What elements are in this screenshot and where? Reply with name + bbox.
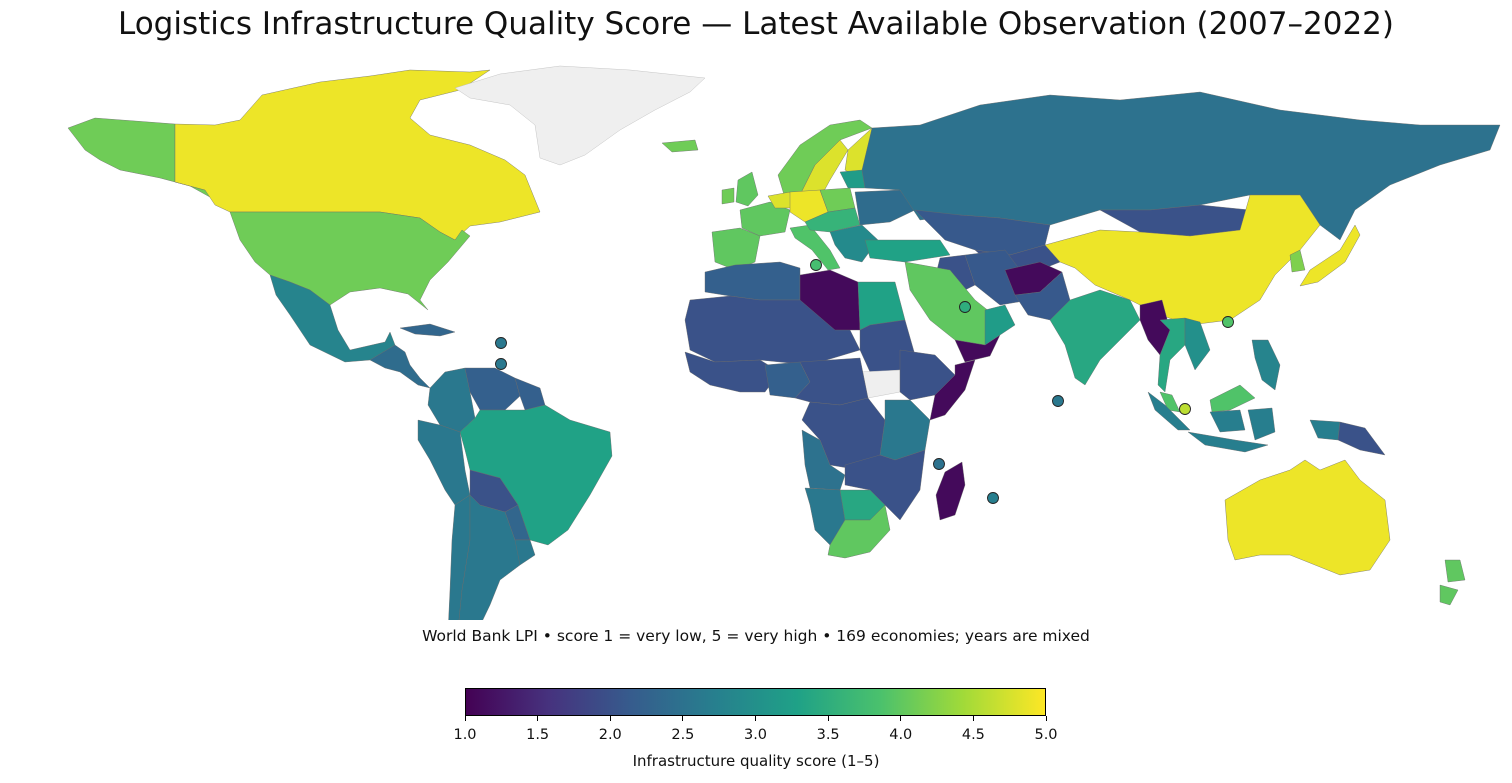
region xyxy=(839,169,866,189)
region xyxy=(801,429,846,491)
map-regions xyxy=(67,65,1501,620)
colorbar-tick xyxy=(972,716,974,721)
small-state-markers xyxy=(495,259,1234,504)
colorbar-tick xyxy=(682,716,684,721)
small-state-marker xyxy=(810,259,822,271)
region xyxy=(514,377,546,411)
region xyxy=(954,334,1001,363)
colorbar-tick-label: 4.5 xyxy=(961,727,985,743)
region xyxy=(1224,459,1391,576)
colorbar-tick-label: 2.0 xyxy=(598,727,622,743)
colorbar-tick-label: 5.0 xyxy=(1034,727,1058,743)
small-state-marker xyxy=(987,492,999,504)
region xyxy=(899,349,956,401)
colorbar-tick-label: 3.0 xyxy=(743,727,768,743)
region xyxy=(739,201,791,237)
region xyxy=(711,227,761,271)
region xyxy=(458,494,531,620)
world-map xyxy=(67,65,1501,620)
small-state-marker xyxy=(1222,316,1234,328)
region xyxy=(1289,249,1306,273)
region xyxy=(1337,421,1386,456)
small-state-marker xyxy=(495,337,507,349)
colorbar-ticks: 1.0 1.5 2.0 2.5 3.0 3.5 4.0 4.5 5.0 xyxy=(0,716,1512,743)
region xyxy=(684,351,781,393)
colorbar-tick-label: 3.5 xyxy=(816,727,840,743)
region xyxy=(1184,317,1211,371)
colorbar xyxy=(465,688,1046,716)
region xyxy=(661,139,699,153)
colorbar-tick-label: 2.5 xyxy=(671,727,695,743)
colorbar-tick xyxy=(464,716,466,721)
region xyxy=(514,539,536,566)
small-state-marker xyxy=(959,301,971,313)
region xyxy=(864,239,951,263)
colorbar-tick-label: 1.5 xyxy=(526,727,550,743)
region xyxy=(1299,224,1361,287)
colorbar-label: Infrastructure quality score (1–5) xyxy=(632,752,880,770)
region xyxy=(369,344,431,389)
small-state-marker xyxy=(1179,403,1191,415)
region xyxy=(704,261,801,301)
colorbar-tick-label: 1.0 xyxy=(453,727,477,743)
region xyxy=(844,449,926,521)
colorbar-tick xyxy=(827,716,829,721)
region xyxy=(1159,384,1256,413)
region xyxy=(1049,289,1141,386)
small-state-marker xyxy=(933,458,945,470)
region xyxy=(735,171,759,207)
region xyxy=(1439,559,1466,606)
colorbar-tick xyxy=(537,716,539,721)
region xyxy=(464,367,521,411)
region xyxy=(269,274,396,363)
region xyxy=(935,461,966,521)
chart-subtitle: World Bank LPI • score 1 = very low, 5 =… xyxy=(422,627,1090,645)
region xyxy=(721,187,735,205)
region xyxy=(399,323,456,337)
region xyxy=(984,304,1016,346)
region xyxy=(827,504,891,559)
region xyxy=(929,359,976,421)
colorbar-tick xyxy=(1045,716,1047,721)
region xyxy=(854,189,916,226)
colorbar-tick xyxy=(900,716,902,721)
colorbar-tick xyxy=(755,716,756,721)
chart-title: Logistics Infrastructure Quality Score —… xyxy=(117,6,1394,42)
small-state-marker xyxy=(495,358,507,370)
region xyxy=(1251,339,1281,391)
colorbar-tick xyxy=(609,716,611,721)
colorbar-tick-label: 4.0 xyxy=(889,727,913,743)
region xyxy=(1147,391,1341,453)
region xyxy=(454,65,706,166)
small-state-marker xyxy=(1052,395,1064,407)
